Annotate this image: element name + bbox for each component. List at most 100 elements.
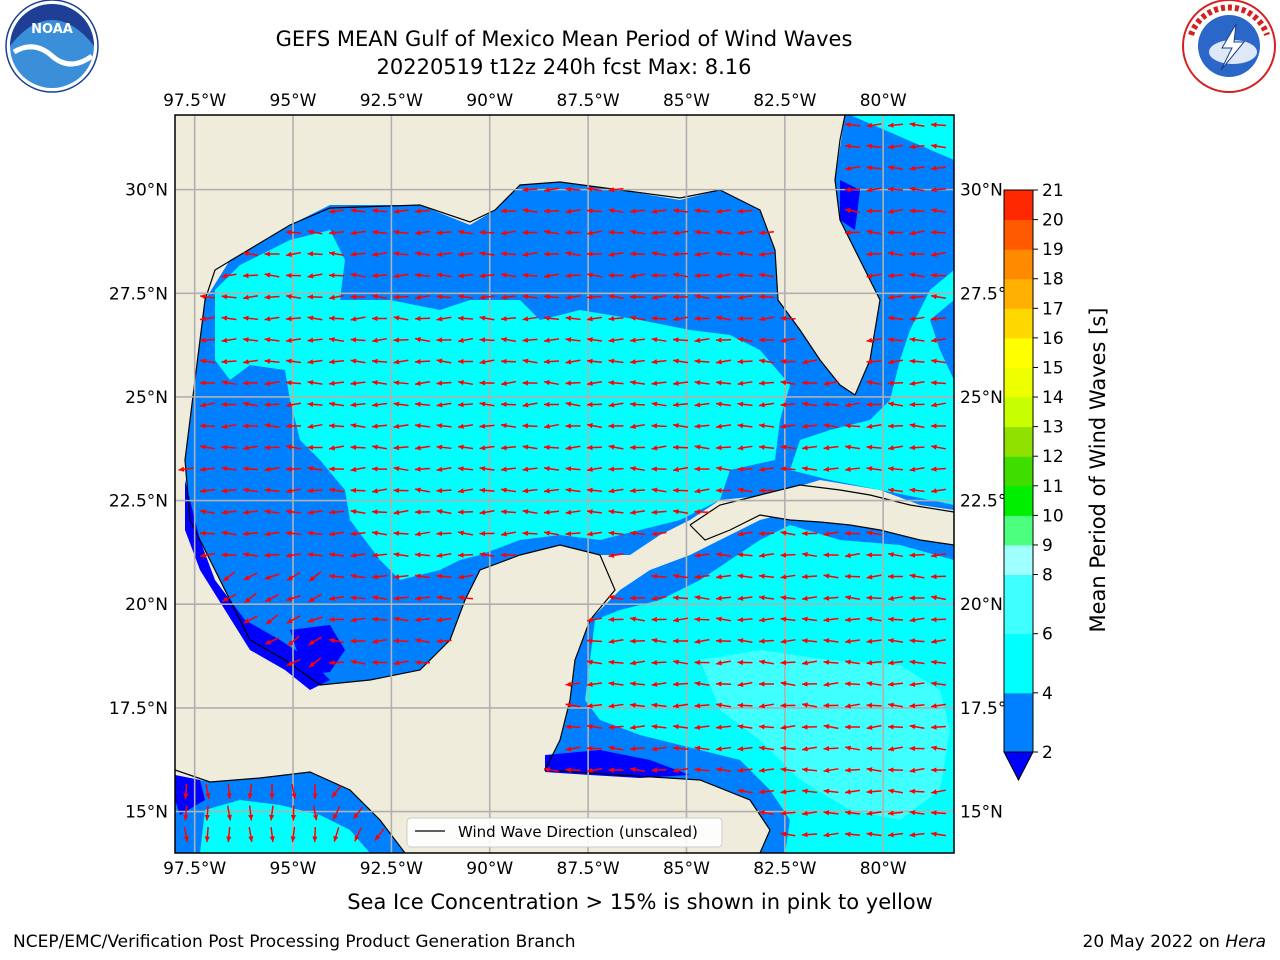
- coastlines: [175, 115, 954, 853]
- lat-tick-label-left: 15°N: [125, 803, 168, 823]
- wave-direction-arrow: [436, 251, 452, 257]
- wave-direction-arrow: [758, 230, 775, 236]
- wave-direction-arrow: [844, 703, 861, 709]
- wave-direction-arrow: [909, 810, 925, 816]
- wave-direction-arrow: [221, 294, 237, 300]
- wave-period-6-8-caribbean: [700, 650, 950, 820]
- wave-direction-arrow: [758, 724, 775, 730]
- wave-direction-arrow: [887, 359, 904, 365]
- wave-direction-arrow: [248, 826, 254, 843]
- wave-direction-arrow: [694, 273, 710, 279]
- wave-direction-arrow: [844, 165, 861, 171]
- wave-direction-arrow: [371, 380, 388, 386]
- wave-direction-arrow: [393, 509, 409, 515]
- wave-direction-arrow: [694, 745, 710, 751]
- wave-direction-arrow: [866, 337, 882, 343]
- wave-direction-arrow: [608, 444, 624, 450]
- wave-direction-arrow: [887, 294, 904, 300]
- wave-direction-arrow: [307, 552, 323, 558]
- wave-direction-arrow: [823, 659, 839, 665]
- wave-direction-arrow: [436, 595, 452, 601]
- wave-direction-arrow: [199, 488, 216, 494]
- wave-direction-arrow: [371, 315, 388, 322]
- wave-direction-arrow: [608, 423, 624, 429]
- wave-direction-arrow: [414, 337, 431, 343]
- wave-direction-arrow: [608, 466, 624, 472]
- wave-direction-arrow: [866, 143, 882, 149]
- colorbar-segment: [1004, 397, 1033, 428]
- colorbar-segment: [1004, 278, 1033, 309]
- colorbar-tick-label: 18: [1042, 270, 1064, 290]
- wave-direction-arrow: [221, 380, 237, 386]
- colorbar-segment: [1004, 456, 1033, 487]
- wave-direction-arrow: [823, 638, 839, 644]
- wave-direction-arrow: [672, 380, 689, 386]
- wave-direction-arrow: [758, 444, 775, 450]
- wave-direction-arrow: [608, 703, 624, 709]
- wave-direction-arrow: [608, 272, 624, 279]
- wave-direction-arrow: [242, 294, 259, 300]
- wave-direction-arrow: [694, 423, 710, 429]
- wave-direction-arrow: [328, 380, 345, 386]
- wave-direction-arrow: [930, 229, 947, 236]
- wave-direction-arrow: [393, 595, 409, 601]
- wave-direction-arrow: [715, 337, 732, 343]
- wave-direction-arrow: [265, 593, 279, 603]
- wave-direction-arrow: [629, 509, 646, 515]
- wave-direction-arrow: [844, 681, 861, 687]
- wave-direction-arrow: [715, 724, 732, 730]
- wave-direction-arrow: [866, 466, 882, 472]
- wave-direction-arrow: [823, 832, 839, 838]
- colorbar-tick-label: 2: [1042, 743, 1053, 763]
- wave-direction-arrow: [737, 724, 753, 730]
- wave-direction-arrow: [801, 702, 818, 708]
- wave-direction-arrow: [328, 616, 345, 623]
- colorbar-segment: [1004, 574, 1033, 635]
- wave-direction-arrow: [371, 251, 388, 257]
- wave-direction-arrow: [823, 552, 839, 558]
- wave-direction-arrow: [608, 402, 624, 408]
- wave-direction-arrow: [887, 616, 904, 622]
- wave-direction-arrow: [500, 552, 517, 558]
- wave-direction-arrow: [866, 616, 882, 622]
- wave-direction-arrow: [629, 273, 646, 279]
- wave-direction-arrow: [565, 251, 581, 257]
- wave-direction-arrow: [543, 208, 560, 214]
- wave-direction-arrow: [801, 767, 818, 773]
- lon-tick-label-top: 97.5°W: [163, 91, 226, 111]
- wave-direction-arrow: [608, 659, 624, 665]
- lon-tick-label-top: 95°W: [270, 91, 317, 111]
- lon-tick-label-bottom: 85°W: [663, 859, 710, 879]
- wave-direction-arrow: [414, 638, 431, 644]
- wave-direction-arrow: [543, 401, 560, 408]
- wave-direction-arrow: [801, 401, 818, 407]
- wave-direction-arrow: [221, 359, 237, 365]
- wave-direction-arrow: [866, 810, 882, 816]
- wave-direction-arrow: [522, 316, 538, 322]
- wave-direction-arrow: [672, 745, 689, 751]
- wave-direction-arrow: [930, 466, 947, 472]
- wave-direction-arrow: [500, 316, 517, 322]
- wave-direction-arrow: [328, 487, 345, 493]
- wave-direction-arrow: [887, 144, 904, 150]
- wave-direction-arrow: [393, 660, 409, 666]
- wave-direction-arrow: [500, 230, 517, 236]
- wave-direction-arrow: [436, 444, 452, 450]
- wave-direction-arrow: [586, 767, 603, 773]
- wave-direction-arrow: [715, 423, 732, 429]
- wave-period-4-6-east: [790, 115, 954, 505]
- wave-direction-arrow: [672, 251, 689, 257]
- wave-direction-arrow: [374, 828, 385, 841]
- colorbar-tick-label: 15: [1042, 358, 1064, 378]
- wave-direction-arrow: [350, 659, 366, 665]
- wave-direction-arrow: [199, 444, 216, 450]
- wave-direction-arrow: [629, 595, 646, 601]
- wave-direction-arrow: [457, 273, 474, 279]
- wave-direction-arrow: [204, 805, 210, 821]
- wave-direction-arrow: [543, 337, 560, 343]
- wave-direction-arrow: [543, 530, 560, 536]
- wave-direction-arrow: [586, 337, 603, 343]
- lat-tick-label-right: 30°N: [960, 181, 1003, 201]
- wave-direction-arrow: [352, 806, 364, 820]
- wave-direction-arrow: [715, 574, 732, 580]
